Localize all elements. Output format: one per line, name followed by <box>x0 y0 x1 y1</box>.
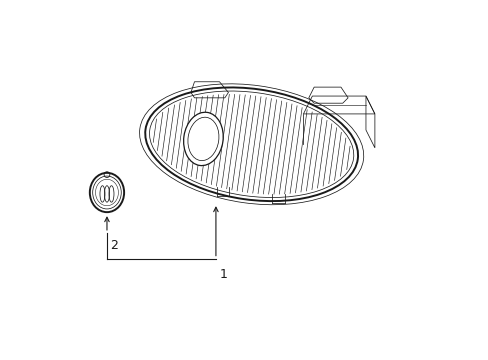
Ellipse shape <box>183 112 223 166</box>
Text: 2: 2 <box>110 239 118 252</box>
Text: 1: 1 <box>219 267 227 280</box>
